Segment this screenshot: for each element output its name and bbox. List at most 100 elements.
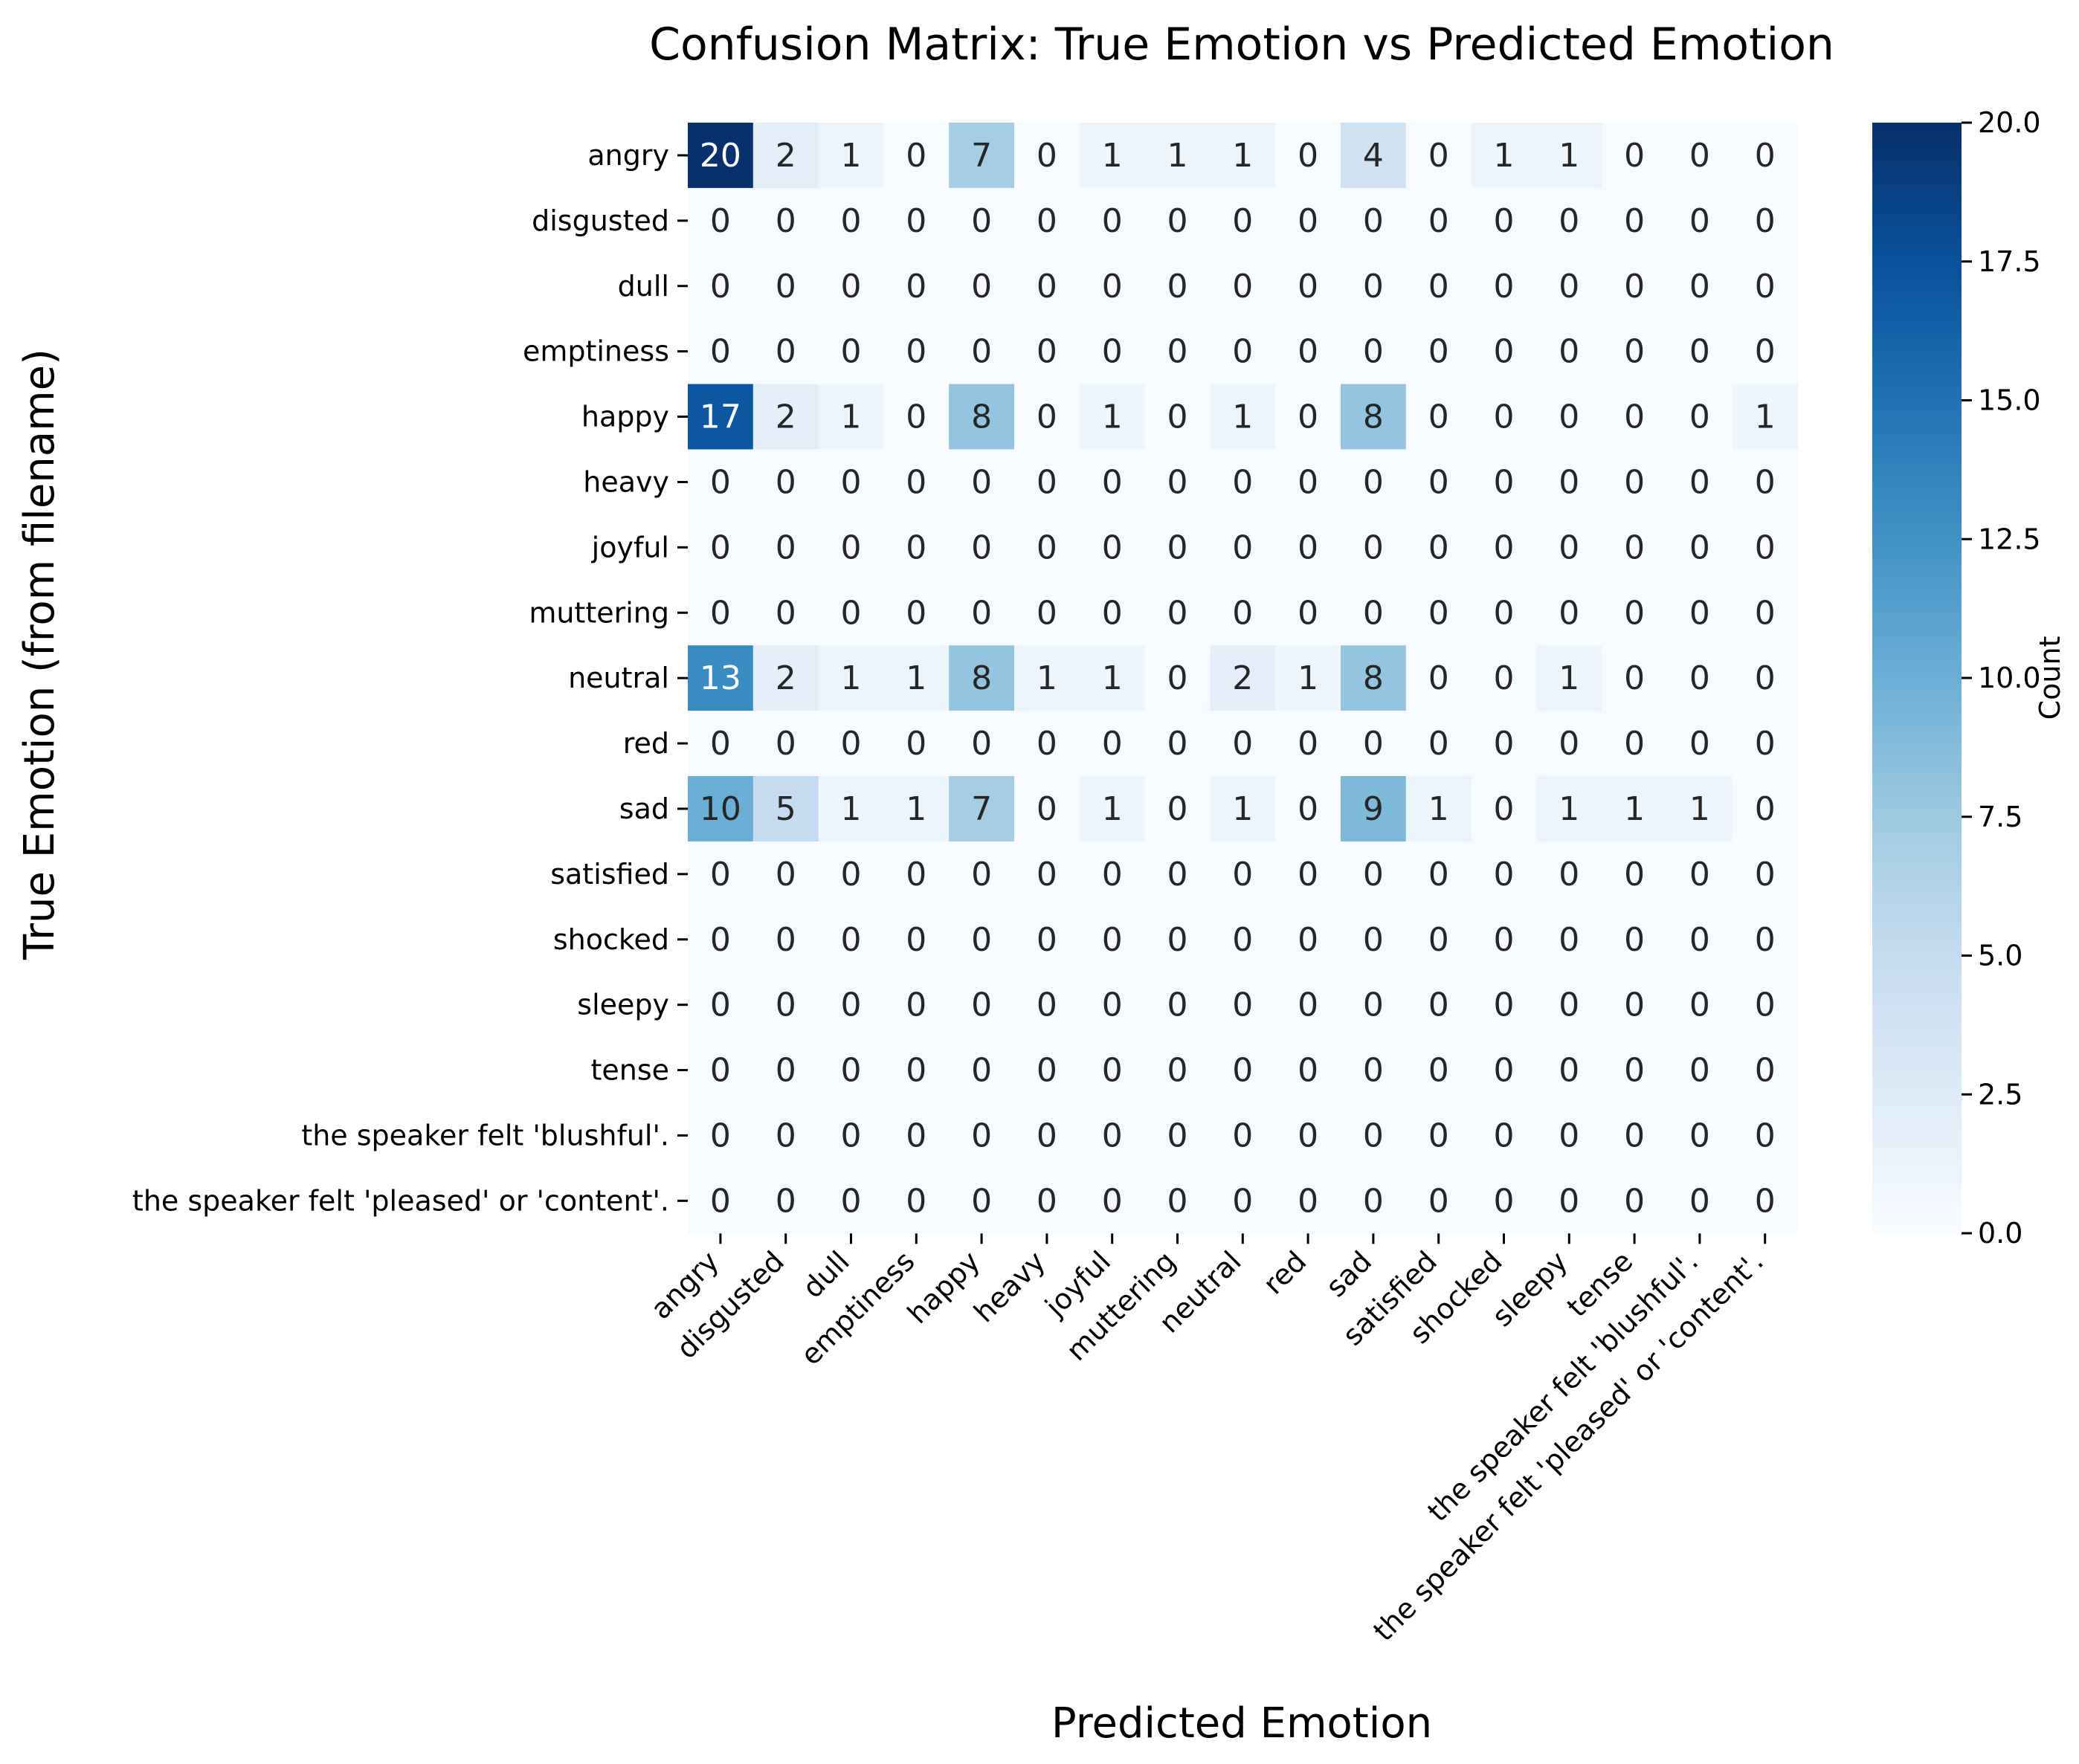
cell-value-label: 0 xyxy=(1428,463,1449,501)
cell-value-label: 0 xyxy=(1298,268,1318,306)
cell-value-label: 0 xyxy=(1102,268,1123,306)
heatmap-cell xyxy=(688,1102,754,1169)
heatmap-cell xyxy=(1405,187,1472,254)
cell-value-label: 0 xyxy=(1363,725,1384,763)
cell-value-label: 0 xyxy=(906,1117,926,1154)
heatmap-cell xyxy=(688,318,754,385)
heatmap-cell xyxy=(688,514,754,581)
heatmap-cell xyxy=(1536,253,1602,320)
heatmap-cell xyxy=(883,318,950,385)
heatmap-cell xyxy=(752,449,819,515)
heatmap-cell xyxy=(1079,253,1146,320)
cell-value-label: 0 xyxy=(1102,202,1123,240)
heatmap-cell xyxy=(1210,318,1276,385)
cell-value-label: 0 xyxy=(971,986,992,1024)
heatmap-cell xyxy=(883,123,950,189)
cell-value-label: 0 xyxy=(1102,1052,1123,1090)
heatmap-cell xyxy=(752,906,819,973)
heatmap-cell xyxy=(1667,318,1733,385)
heatmap-cell xyxy=(1014,123,1080,189)
heatmap-cell xyxy=(1341,841,1407,908)
cell-value-label: 0 xyxy=(1755,921,1776,959)
heatmap-cell xyxy=(1667,841,1733,908)
heatmap-cell xyxy=(818,514,884,581)
heatmap-cell xyxy=(752,776,819,842)
heatmap-cell xyxy=(1275,711,1341,777)
cell-value-label: 0 xyxy=(906,986,926,1024)
heatmap-cell xyxy=(818,253,884,320)
cell-value-label: 0 xyxy=(1232,529,1253,566)
heatmap-cell xyxy=(1602,645,1668,711)
y-tick-label: satisfied xyxy=(550,858,669,891)
cell-value-label: 0 xyxy=(1363,1182,1384,1220)
heatmap-cell xyxy=(1275,776,1341,842)
cell-value-label: 0 xyxy=(1494,463,1515,501)
cell-value-label: 0 xyxy=(1167,202,1188,240)
cell-value-label: 0 xyxy=(1363,594,1384,632)
cell-value-label: 0 xyxy=(906,268,926,306)
cell-value-label: 0 xyxy=(776,986,796,1024)
heatmap-cell xyxy=(688,906,754,973)
cell-value-label: 8 xyxy=(971,659,992,697)
heatmap-cell xyxy=(1144,972,1211,1038)
heatmap-cell xyxy=(818,906,884,973)
cell-value-label: 0 xyxy=(1102,856,1123,894)
cell-value-label: 0 xyxy=(1755,529,1776,566)
heatmap-cell xyxy=(818,645,884,711)
cell-value-label: 0 xyxy=(1428,333,1449,371)
heatmap-cell xyxy=(1014,972,1080,1038)
cell-value-label: 0 xyxy=(1298,137,1318,175)
cell-value-label: 0 xyxy=(1232,1052,1253,1090)
heatmap-cell xyxy=(1341,1102,1407,1169)
cell-value-label: 0 xyxy=(1037,725,1057,763)
heatmap-cell xyxy=(1341,645,1407,711)
cell-value-label: 0 xyxy=(1494,398,1515,436)
heatmap-cell xyxy=(949,253,1015,320)
cell-value-label: 0 xyxy=(710,1052,731,1090)
heatmap-cell xyxy=(1210,514,1276,581)
cell-value-label: 0 xyxy=(1428,1182,1449,1220)
cell-value-label: 0 xyxy=(906,463,926,501)
cell-value-label: 0 xyxy=(1232,268,1253,306)
heatmap-cell xyxy=(818,776,884,842)
cell-value-label: 0 xyxy=(710,463,731,501)
heatmap-cell xyxy=(688,449,754,515)
colorbar: 0.0 2.5 5.0 7.5 10.0 12.5 15.0 17.5 20.0 Count xyxy=(1872,106,2066,1250)
heatmap-cell xyxy=(1210,972,1276,1038)
heatmap-cell xyxy=(1667,580,1733,646)
heatmap-cell xyxy=(1341,384,1407,450)
heatmap-cell xyxy=(1014,711,1080,777)
heatmap-cell xyxy=(1602,187,1668,254)
cell-value-label: 0 xyxy=(906,921,926,959)
heatmap-cell xyxy=(1732,776,1799,842)
heatmap-cell xyxy=(1210,449,1276,515)
cell-value-label: 0 xyxy=(1363,333,1384,371)
cell-value-label: 7 xyxy=(971,137,992,175)
cell-value-label: 0 xyxy=(1624,856,1645,894)
heatmap-cell xyxy=(883,776,950,842)
cell-value-label: 0 xyxy=(776,594,796,632)
cell-value-label: 2 xyxy=(776,137,796,175)
heatmap-cell xyxy=(1341,187,1407,254)
y-tick-label: red xyxy=(623,727,669,760)
y-tick-label: sleepy xyxy=(577,989,669,1021)
heatmap-cell xyxy=(1602,384,1668,450)
heatmap-cell xyxy=(1602,711,1668,777)
heatmap-cell xyxy=(883,906,950,973)
cell-value-label: 0 xyxy=(906,333,926,371)
cell-value-label: 0 xyxy=(841,856,862,894)
heatmap-cell xyxy=(1341,1168,1407,1234)
cell-value-label: 1 xyxy=(1559,137,1579,175)
x-tick-label: happy xyxy=(901,1245,987,1331)
cell-value-label: 0 xyxy=(1689,333,1710,371)
cell-value-label: 0 xyxy=(1624,463,1645,501)
heatmap-cell xyxy=(1667,776,1733,842)
heatmap-cell xyxy=(1471,906,1537,973)
heatmap-cell xyxy=(883,253,950,320)
cell-value-label: 0 xyxy=(1755,333,1776,371)
heatmap-cell xyxy=(949,645,1015,711)
cell-value-label: 1 xyxy=(1102,790,1123,828)
heatmap-cell xyxy=(1144,1102,1211,1169)
cell-value-label: 0 xyxy=(776,856,796,894)
heatmap-cell xyxy=(1144,187,1211,254)
